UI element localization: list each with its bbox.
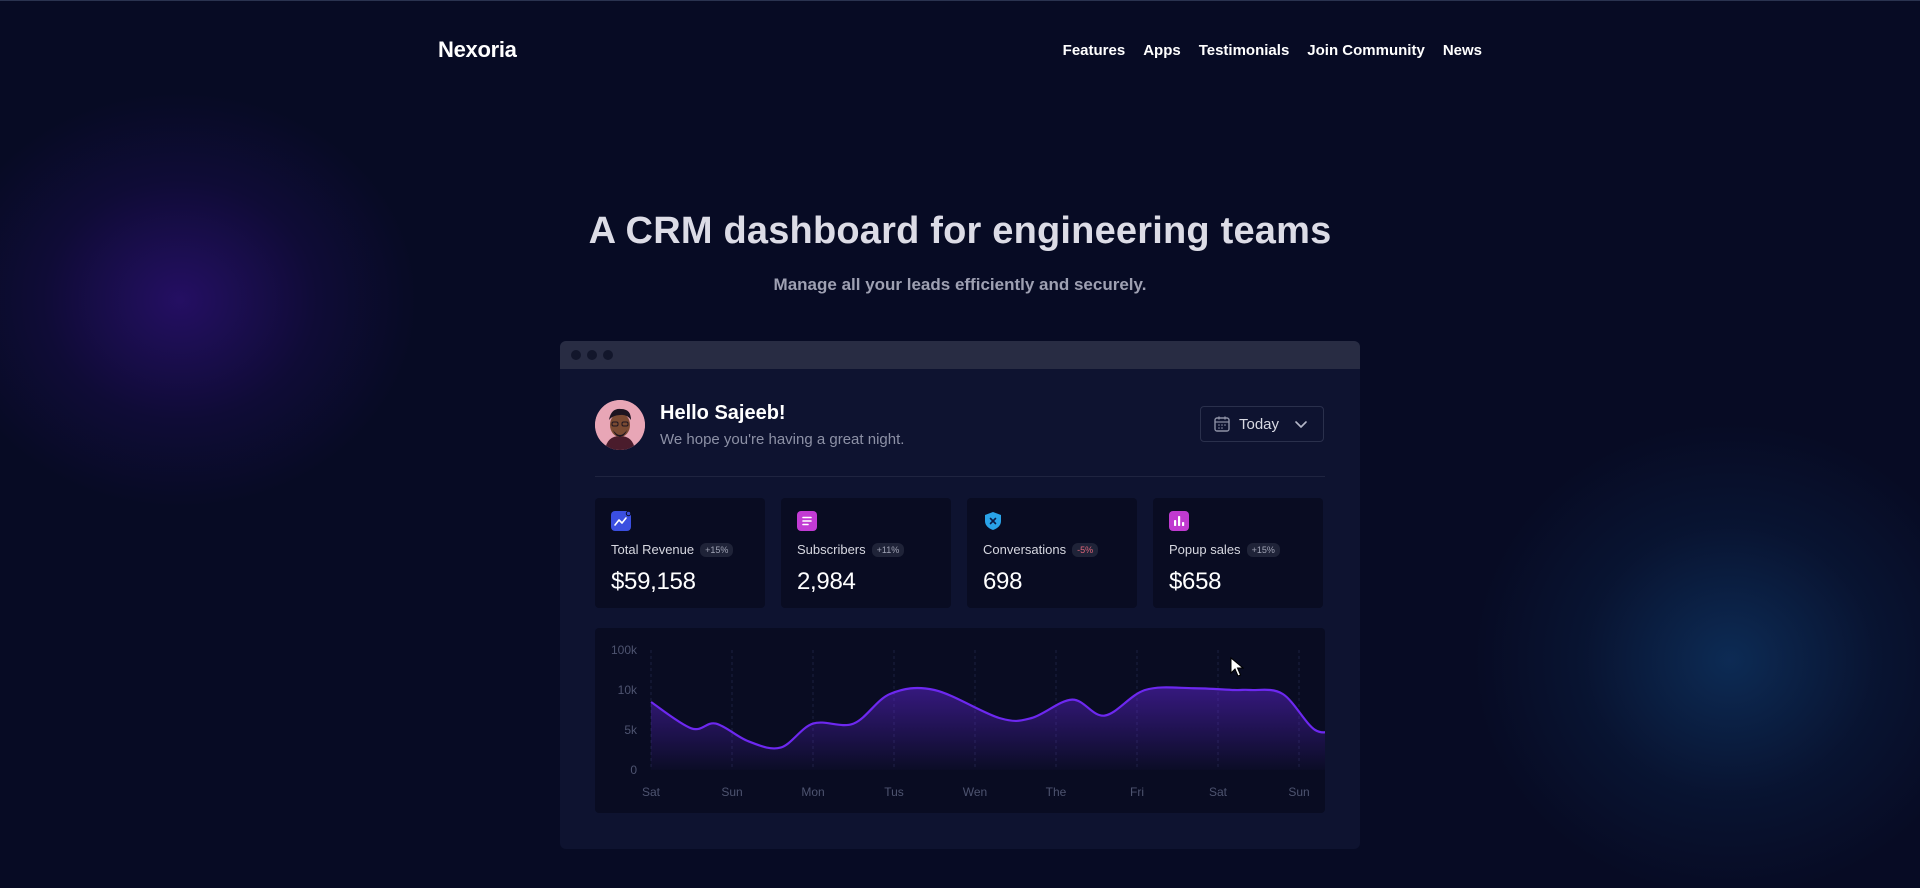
chart-series-line — [650, 686, 1325, 750]
window-dot-close — [571, 350, 581, 360]
greeting-subtitle: We hope you're having a great night. — [660, 431, 905, 448]
stat-card-subscribers[interactable]: Subscribers +11% 2,984 — [781, 498, 951, 608]
nav-links: Features Apps Testimonials Join Communit… — [1063, 42, 1482, 59]
card-value: 698 — [983, 568, 1023, 595]
x-tick-label: Fri — [1130, 785, 1144, 799]
chevron-down-icon — [1295, 421, 1307, 428]
revenue-area-chart: 100k 10k 5k 0 Sat Sun Mon Tus Wen The Fri Sat Sun — [611, 643, 1325, 799]
nav-link-news[interactable]: News — [1442, 41, 1482, 59]
avatar-illustration-icon — [595, 400, 645, 450]
nav-link-join-community[interactable]: Join Community — [1307, 41, 1425, 59]
chart-area-fill — [651, 687, 1325, 770]
trend-chart-icon — [611, 510, 632, 531]
card-label: Popup sales — [1169, 542, 1241, 557]
change-badge: +15% — [700, 542, 734, 557]
x-tick-label: Sat — [1209, 785, 1228, 799]
card-label-row: Total Revenue +15% — [611, 542, 734, 557]
nav-link-apps[interactable]: Apps — [1143, 41, 1181, 59]
greeting-title: Hello Sajeeb! — [660, 402, 786, 424]
background-glow-right — [1470, 420, 1920, 888]
x-tick-label: Sun — [721, 785, 742, 799]
window-dot-maximize — [603, 350, 613, 360]
x-tick-label: Sun — [1288, 785, 1309, 799]
dashboard-preview-window: Hello Sajeeb! We hope you're having a gr… — [560, 341, 1360, 849]
nav-link-testimonials[interactable]: Testimonials — [1198, 41, 1290, 59]
background-glow-left — [0, 90, 420, 510]
hero-subtitle: Manage all your leads efficiently and se… — [773, 275, 1147, 294]
x-tick-label: Sat — [642, 785, 661, 799]
change-badge: +15% — [1246, 542, 1280, 557]
avatar — [595, 400, 645, 450]
shield-icon — [983, 511, 1003, 531]
card-value: $59,158 — [611, 568, 696, 595]
card-label: Conversations — [983, 542, 1067, 557]
list-icon — [797, 511, 817, 531]
change-badge: -5% — [1072, 542, 1099, 557]
nav-link-features[interactable]: Features — [1062, 41, 1126, 59]
y-tick-label: 0 — [630, 763, 637, 777]
card-value: 2,984 — [797, 568, 856, 595]
bar-chart-icon — [1169, 511, 1189, 531]
card-value: $658 — [1169, 568, 1222, 595]
card-label: Total Revenue — [611, 542, 695, 557]
x-tick-label: Wen — [963, 785, 987, 799]
revenue-chart-panel: 100k 10k 5k 0 Sat Sun Mon Tus Wen The Fri Sat Sun — [595, 628, 1325, 813]
stat-card-popup-sales[interactable]: Popup sales +15% $658 — [1153, 498, 1323, 608]
greeting-header: Hello Sajeeb! We hope you're having a gr… — [595, 400, 1325, 450]
window-titlebar — [560, 341, 1360, 369]
stat-card-total-revenue[interactable]: Total Revenue +15% $59,158 — [595, 498, 765, 608]
hero-title: A CRM dashboard for engineering teams — [588, 210, 1332, 252]
y-tick-label: 10k — [618, 683, 638, 697]
date-filter-label: Today — [1239, 415, 1280, 433]
x-tick-label: Mon — [801, 785, 824, 799]
card-label: Subscribers — [797, 542, 866, 557]
change-badge: +11% — [871, 542, 905, 557]
greeting-divider — [595, 476, 1325, 477]
top-navigation: Nexoria Features Apps Testimonials Join … — [438, 36, 1482, 64]
window-dot-minimize — [587, 350, 597, 360]
mouse-pointer-icon — [1230, 657, 1244, 677]
card-label-row: Popup sales +15% — [1169, 542, 1280, 557]
x-tick-label: The — [1046, 785, 1067, 799]
card-label-row: Conversations -5% — [983, 542, 1099, 557]
top-border — [0, 0, 1920, 1]
y-tick-label: 5k — [624, 723, 638, 737]
x-tick-label: Tus — [884, 785, 904, 799]
stat-cards: Total Revenue +15% $59,158 Subscribers +… — [595, 498, 1325, 608]
stat-card-conversations[interactable]: Conversations -5% 698 — [967, 498, 1137, 608]
y-tick-label: 100k — [611, 643, 638, 657]
calendar-icon — [1214, 416, 1230, 432]
date-filter-dropdown[interactable]: Today — [1200, 406, 1324, 442]
brand-logo[interactable]: Nexoria — [438, 37, 517, 62]
card-label-row: Subscribers +11% — [797, 542, 905, 557]
